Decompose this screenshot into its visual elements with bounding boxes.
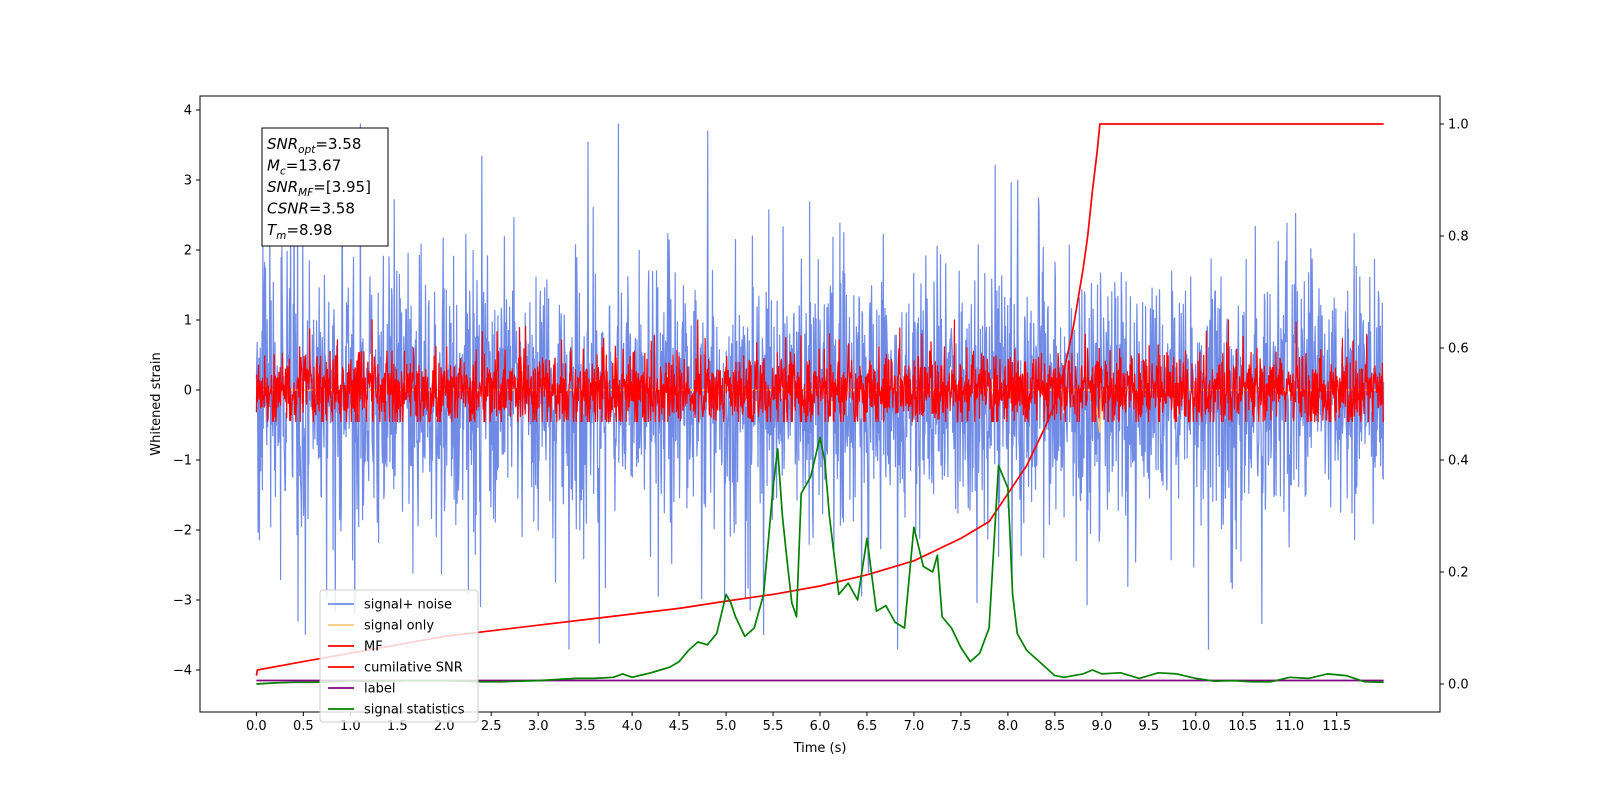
x-axis-label: Time (s) bbox=[793, 741, 847, 756]
y-axis-left: −4 −3 −2 −1 0 1 2 3 4 bbox=[173, 104, 200, 679]
y-tick-label: −3 bbox=[173, 594, 192, 609]
y-tick-label: −4 bbox=[173, 664, 192, 679]
x-axis: 0.0 0.5 1.0 1.5 2.0 2.5 3.0 3.5 4.0 4.5 5.0 5.5 6.0 6… bbox=[246, 712, 1351, 734]
x-tick-label: 0.5 bbox=[293, 719, 314, 734]
y-tick-label: −1 bbox=[173, 454, 192, 469]
x-tick-label: 3.0 bbox=[528, 719, 549, 734]
x-tick-label: 8.5 bbox=[1045, 719, 1066, 734]
legend-entry: signal statistics bbox=[364, 703, 465, 718]
y-axis-label: Whitened strain bbox=[149, 352, 164, 455]
y-tick-label: 2 bbox=[184, 244, 192, 259]
series-signal-statistics bbox=[256, 436, 1384, 685]
legend-entry: cumilative SNR bbox=[364, 661, 463, 676]
x-tick-label: 11.0 bbox=[1275, 719, 1304, 734]
x-tick-label: 2.5 bbox=[481, 719, 502, 734]
annotation-frame bbox=[261, 127, 389, 247]
legend-entry: signal only bbox=[364, 619, 434, 634]
legend: signal+ noise signal only MF cumilative SNR… bbox=[319, 589, 479, 723]
x-tick-label: 2.0 bbox=[434, 719, 455, 734]
x-tick-label: 6.5 bbox=[857, 719, 878, 734]
x-tick-label: 3.5 bbox=[575, 719, 596, 734]
y2-tick-label: 0.6 bbox=[1448, 342, 1469, 357]
legend-entry: signal+ noise bbox=[364, 598, 452, 613]
x-tick-label: 4.0 bbox=[622, 719, 643, 734]
x-tick-label: 7.0 bbox=[904, 719, 925, 734]
y2-tick-label: 0.4 bbox=[1448, 454, 1469, 469]
legend-entry: MF bbox=[364, 640, 383, 655]
y-tick-label: −2 bbox=[173, 524, 192, 539]
x-tick-label: 10.0 bbox=[1181, 719, 1210, 734]
annotation-line: SNRMF=[3.95] bbox=[267, 178, 371, 199]
x-tick-label: 4.5 bbox=[669, 719, 690, 734]
y-tick-label: 4 bbox=[184, 104, 192, 119]
annotation-box: SNRopt=3.58Mc=13.67SNRMF=[3.95]CSNR=3.58… bbox=[261, 127, 389, 247]
x-tick-label: 10.5 bbox=[1228, 719, 1257, 734]
x-tick-label: 9.0 bbox=[1091, 719, 1112, 734]
x-tick-label: 1.0 bbox=[340, 719, 361, 734]
x-tick-label: 0.0 bbox=[246, 719, 267, 734]
legend-frame bbox=[319, 589, 479, 723]
x-tick-label: 6.0 bbox=[810, 719, 831, 734]
y-axis-right: 0.0 0.2 0.4 0.6 0.8 1.0 bbox=[1440, 118, 1469, 693]
y2-tick-label: 0.8 bbox=[1448, 230, 1469, 245]
y-tick-label: 3 bbox=[184, 174, 192, 189]
x-tick-label: 8.0 bbox=[998, 719, 1019, 734]
y-tick-label: 1 bbox=[184, 314, 192, 329]
legend-entry: label bbox=[364, 682, 395, 697]
series-mf bbox=[255, 319, 1385, 423]
x-tick-label: 11.5 bbox=[1322, 719, 1351, 734]
annotation-line: Tm=8.98 bbox=[267, 221, 332, 242]
x-tick-label: 1.5 bbox=[387, 719, 408, 734]
x-tick-label: 7.5 bbox=[951, 719, 972, 734]
y2-tick-label: 0.2 bbox=[1448, 566, 1469, 581]
x-tick-label: 5.0 bbox=[716, 719, 737, 734]
x-tick-label: 5.5 bbox=[763, 719, 784, 734]
y2-tick-label: 1.0 bbox=[1448, 118, 1469, 133]
annotation-line: Mc=13.67 bbox=[267, 157, 341, 178]
y-tick-label: 0 bbox=[184, 384, 192, 399]
x-tick-label: 9.5 bbox=[1138, 719, 1159, 734]
annotation-line: CSNR=3.58 bbox=[267, 200, 355, 218]
y2-tick-label: 0.0 bbox=[1448, 678, 1469, 693]
annotation-line: SNRopt=3.58 bbox=[267, 135, 361, 156]
